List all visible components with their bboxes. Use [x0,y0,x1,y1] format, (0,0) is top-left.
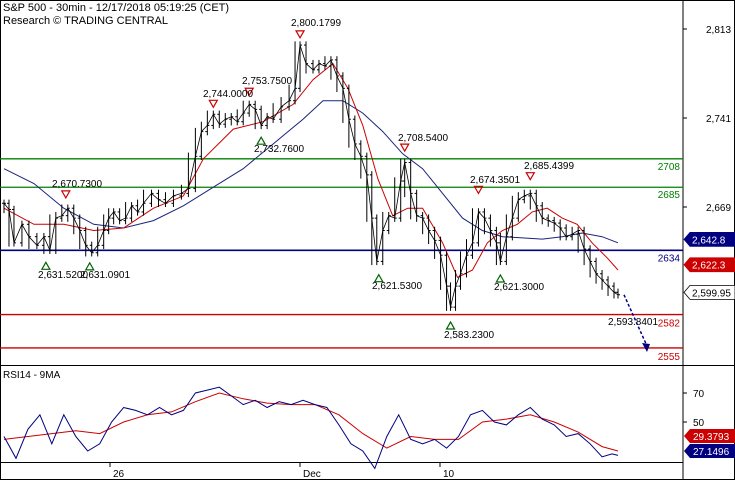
value-tag-label: 2,599.95 [692,288,731,299]
level-label-2555: 2555 [658,352,681,363]
price-annotation: 2,800.1799 [291,18,341,29]
low-marker [256,135,267,145]
rsi-line [3,386,619,470]
low-marker [40,261,51,270]
price-annotation: 2,744.0000 [203,89,253,100]
high-marker [525,172,536,181]
chart-title: S&P 500 - 30min - 12/17/2018 05:19:25 (C… [3,2,230,14]
low-marker [495,273,506,283]
price-annotation: 2,583.2300 [444,330,494,341]
forecast-arrow-line [623,294,648,347]
price-annotation: 2,631.0901 [80,270,130,281]
level-label-2634: 2634 [658,253,681,264]
level-label-2582: 2582 [658,319,681,330]
price-annotation: 2,670.7300 [52,179,102,190]
rsi-ma-line [3,392,619,452]
x-tick-label: 10 [443,469,455,480]
high-marker [473,185,484,195]
chart-subtitle: Research © TRADING CENTRAL [3,15,168,27]
rsi-value-tag-label: 27.1496 [693,447,730,458]
high-marker [295,30,306,40]
high-marker [60,190,71,200]
price-annotation: 2,708.5400 [398,133,448,144]
high-marker [399,143,410,153]
price-y-tick-label: 2,741 [706,114,731,125]
price-annotation: 2,621.3000 [494,282,544,293]
value-tag-bg [683,231,735,247]
value-tag-bg [683,284,735,300]
price-annotation: 2,674.3501 [470,175,520,186]
price-annotation: 2,621.5300 [372,281,422,292]
price-line [3,44,619,308]
value-tag-bg [683,257,735,273]
high-marker [208,99,219,109]
low-marker [445,320,456,330]
x-tick-label: 26 [113,469,125,480]
level-label-2685: 2685 [658,190,681,201]
value-tag-label: 2,622.3 [692,261,726,272]
level-label-2708: 2708 [658,162,681,173]
value-tag-label: 2,642.8 [692,235,726,246]
price-annotation: 2,593.8401 [608,317,658,328]
price-annotation: 2,685.4399 [524,161,574,172]
low-marker [84,261,95,271]
rsi-value-tag-bg [684,429,735,443]
price-annotation: 2,753.7500 [242,76,292,87]
ma-slow-line [3,100,619,244]
rsi-value-tag-bg [684,444,735,458]
price-annotation: 2,631.5200 [38,270,88,281]
x-tick-label: Dec [303,469,321,480]
price-y-tick-label: 2,813 [706,25,731,36]
forecast-arrow-head [642,343,650,352]
rsi-panel-title: RSI14 - 9MA [3,370,61,381]
price-y-tick-label: 2,669 [706,203,731,214]
price-annotation: 2,732.7600 [254,144,304,155]
high-marker [244,87,255,97]
rsi-value-tag-label: 29.3793 [693,432,730,443]
low-marker [373,273,384,283]
rsi-y-tick-label: 70 [693,389,705,400]
rsi-y-tick-label: 50 [693,418,705,429]
